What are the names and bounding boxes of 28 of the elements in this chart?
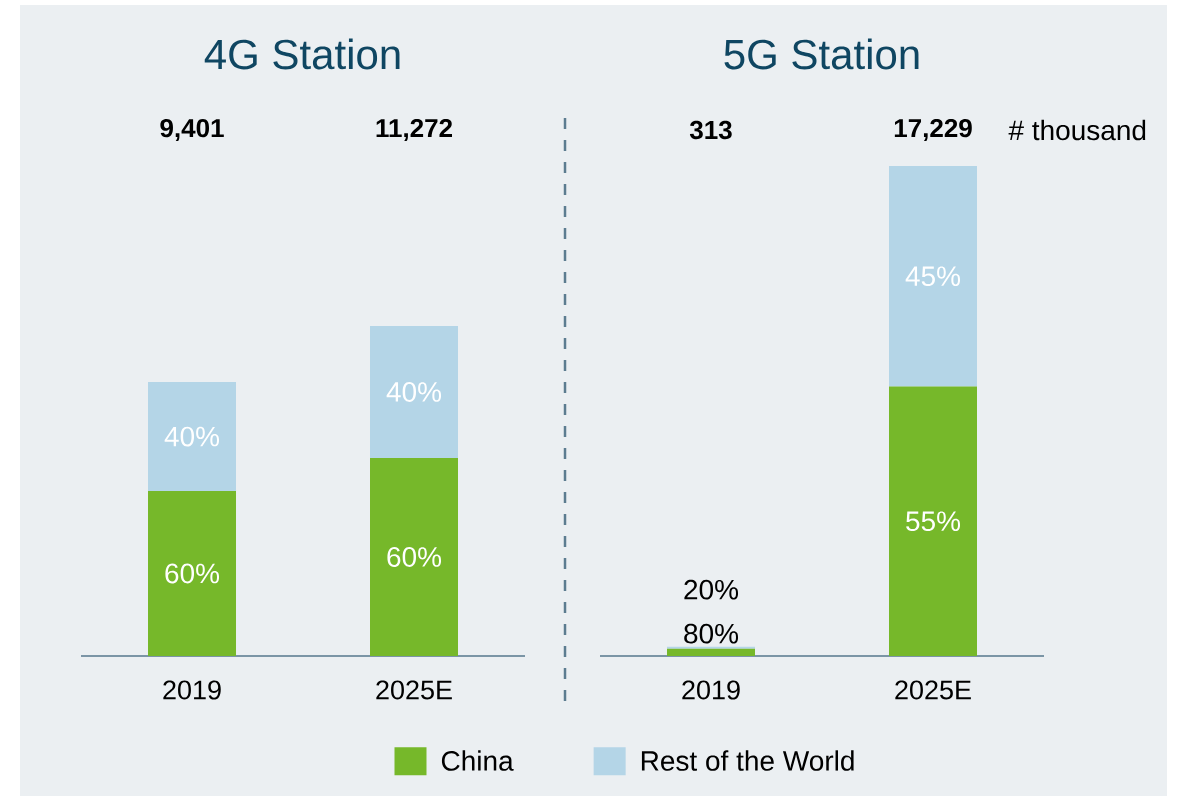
chart-title: 4G Station <box>204 38 400 70</box>
annotation: 55% <box>906 511 961 532</box>
bar <box>148 382 237 491</box>
bar <box>148 490 237 656</box>
annotation: 60% <box>387 547 442 567</box>
legend-label: Rest of the World <box>641 750 854 771</box>
annotation: 20% <box>684 579 739 600</box>
bar <box>370 325 459 458</box>
chart-title: 5G Station <box>724 38 919 70</box>
text: 11,272 <box>376 118 453 142</box>
x-tick-label: 2019 <box>682 680 740 700</box>
x-tick-label: 2019 <box>163 680 221 700</box>
text: # thousand <box>1008 119 1146 141</box>
text: 313 <box>689 120 732 140</box>
annotation: 60% <box>165 563 220 584</box>
annotation: 80% <box>684 623 739 644</box>
text: 17,229 <box>894 118 972 142</box>
annotation: 40% <box>386 382 442 402</box>
x-tick-label: 2025E <box>376 680 452 700</box>
annotation: 45% <box>905 266 961 287</box>
bar <box>889 386 977 656</box>
legend-label: China <box>441 750 514 771</box>
bar <box>889 165 977 387</box>
x-tick-label: 2025E <box>895 680 971 700</box>
annotation: 40% <box>164 426 220 447</box>
bar <box>370 457 459 656</box>
text: 9,401 <box>160 118 224 142</box>
bar <box>667 648 755 656</box>
